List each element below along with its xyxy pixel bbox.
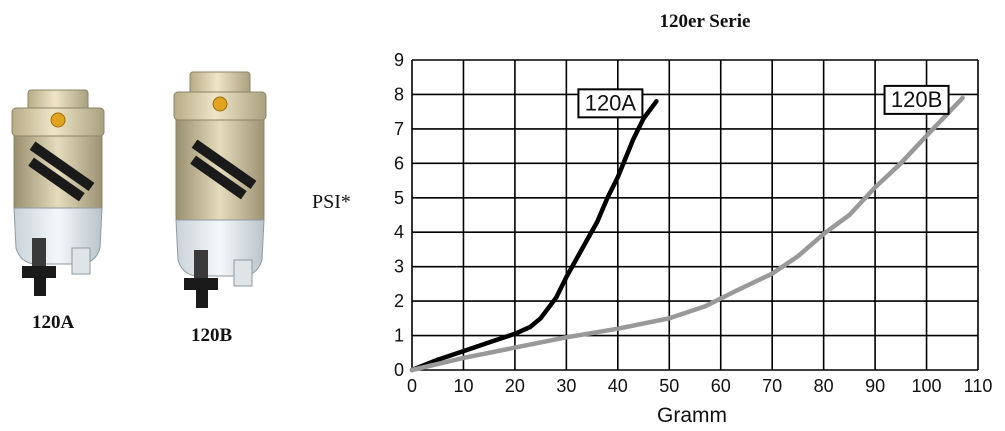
x-tick-label: 40 [608,376,628,396]
y-tick-label: 5 [394,188,404,208]
x-tick-label: 100 [912,376,942,396]
x-tick-label: 10 [453,376,473,396]
x-tick-label: 110 [964,376,993,396]
series-label-box-120b [883,84,950,115]
product-label-120a: 120A [32,312,75,333]
product-label-120b: 120B [191,325,233,346]
x-axis-label: Gramm [657,404,727,427]
y-tick-label: 3 [394,257,404,277]
y-tick-label: 9 [394,50,404,70]
product-120b-image [170,70,270,310]
x-tick-label: 90 [865,376,885,396]
series-label-120a: 120A [585,90,637,115]
y-tick-label: 6 [394,153,404,173]
chart-title: 120er Serie [660,11,751,32]
y-tick-label: 7 [394,119,404,139]
x-tick-label: 80 [814,376,834,396]
x-tick-label: 30 [556,376,576,396]
y-tick-label: 2 [394,291,404,311]
y-tick-label: 4 [394,222,404,242]
x-tick-label: 50 [659,376,679,396]
x-tick-label: 60 [711,376,731,396]
product-120a-image [8,88,108,298]
x-tick-label: 20 [505,376,525,396]
y-tick-label: 8 [394,84,404,104]
y-tick-label: 1 [394,326,404,346]
x-tick-label: 70 [762,376,782,396]
series-line-120b [409,95,965,373]
series-label-box-120a [577,88,644,119]
series-line-120a [409,99,659,373]
y-axis-label: PSI* [312,191,351,213]
y-tick-label: 0 [394,360,404,380]
series-label-120b: 120B [891,87,942,112]
x-tick-label: 0 [407,376,417,396]
